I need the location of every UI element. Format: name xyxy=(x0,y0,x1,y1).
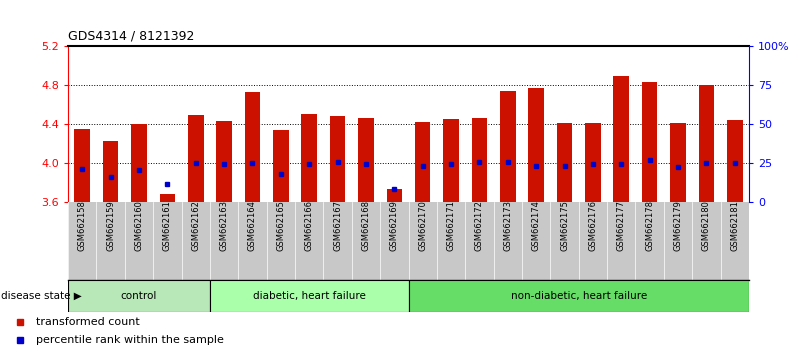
Bar xyxy=(443,119,459,202)
Bar xyxy=(103,141,119,202)
Bar xyxy=(415,122,430,202)
Bar xyxy=(159,194,175,202)
Bar xyxy=(68,280,210,312)
Text: control: control xyxy=(121,291,157,301)
Bar xyxy=(358,118,374,202)
Bar xyxy=(216,121,232,202)
Text: percentile rank within the sample: percentile rank within the sample xyxy=(36,335,224,345)
Bar xyxy=(301,114,317,202)
Bar xyxy=(642,82,658,202)
Bar xyxy=(529,88,544,202)
Bar xyxy=(614,76,629,202)
Text: diabetic, heart failure: diabetic, heart failure xyxy=(253,291,366,301)
Bar xyxy=(727,120,743,202)
Bar xyxy=(131,124,147,202)
Bar xyxy=(330,116,345,202)
Bar xyxy=(409,280,749,312)
Text: disease state ▶: disease state ▶ xyxy=(1,291,82,301)
Bar xyxy=(585,123,601,202)
Text: GDS4314 / 8121392: GDS4314 / 8121392 xyxy=(68,29,195,42)
Bar xyxy=(244,92,260,202)
Bar xyxy=(188,115,203,202)
Bar xyxy=(273,130,288,202)
Bar xyxy=(698,85,714,202)
Bar xyxy=(670,123,686,202)
Bar xyxy=(557,123,573,202)
Bar xyxy=(500,91,516,202)
Text: transformed count: transformed count xyxy=(36,317,140,327)
Text: non-diabetic, heart failure: non-diabetic, heart failure xyxy=(510,291,647,301)
Bar xyxy=(74,129,90,202)
Bar xyxy=(387,189,402,202)
Bar xyxy=(472,118,487,202)
Bar xyxy=(210,280,409,312)
